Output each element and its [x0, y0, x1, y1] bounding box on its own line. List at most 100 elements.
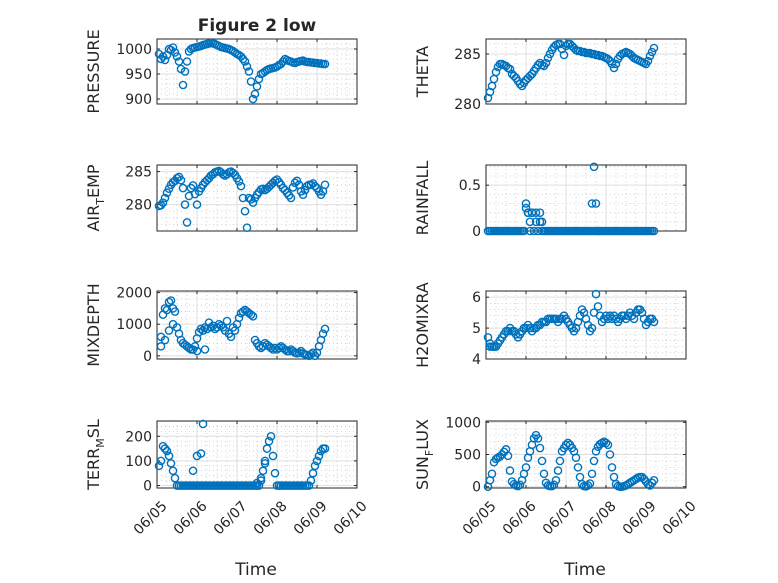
data-point	[533, 60, 543, 70]
data-point	[555, 456, 565, 466]
data-point	[170, 48, 180, 57]
y-tick-label: 500	[454, 448, 481, 464]
data-point	[304, 481, 314, 490]
data-point	[535, 208, 545, 217]
y-tick-label: 6	[472, 290, 481, 306]
data-point	[587, 469, 597, 479]
data-point	[164, 326, 174, 335]
x-tick-label: 06/10	[660, 498, 700, 538]
data-point	[527, 208, 537, 217]
data-point	[573, 463, 583, 472]
data-point	[312, 456, 322, 466]
data-point	[156, 54, 166, 64]
x-tick-label: 06/07	[211, 498, 251, 538]
data-point	[248, 198, 258, 207]
data-point	[535, 443, 545, 453]
data-point	[537, 217, 547, 227]
data-point	[182, 218, 192, 227]
data-point	[603, 440, 613, 450]
y-axis-label: H2OMIXRA	[413, 282, 432, 368]
data-point	[515, 480, 525, 490]
data-point	[318, 329, 328, 338]
data-point	[160, 335, 170, 345]
subplot-sunflux: 0 500 1000 SUNFLUX 06/05 06/06 06/07 06/08 06/09…	[413, 415, 700, 580]
data-point	[605, 450, 615, 459]
y-tick-label: 285	[125, 165, 152, 181]
data-point	[539, 469, 549, 479]
data-point	[489, 342, 499, 351]
subplot-terrmsl: 0 100 200 TERRMSL 06/05 06/06 06/07 06/08 06/09 0…	[84, 419, 371, 580]
y-tick-label: 950	[125, 67, 152, 83]
data-point	[561, 41, 571, 51]
data-point	[591, 446, 601, 456]
x-tick-label: 06/05	[131, 498, 171, 538]
data-point	[188, 466, 198, 476]
data-point	[537, 456, 547, 466]
data-point	[174, 57, 184, 66]
data-point	[266, 431, 276, 441]
x-tick-label: 06/10	[331, 498, 371, 538]
data-point	[238, 54, 248, 64]
data-point	[545, 49, 555, 59]
data-point	[643, 56, 653, 66]
data-point	[543, 53, 553, 63]
data-point	[643, 479, 653, 489]
data-point	[168, 319, 178, 329]
data-point	[260, 456, 270, 466]
data-point	[647, 478, 657, 488]
data-point	[589, 456, 599, 466]
subplot-theta: 280 285 THETA	[413, 38, 687, 113]
data-point	[505, 466, 515, 475]
x-tick-label: 06/06	[500, 498, 540, 538]
data-point	[160, 444, 170, 453]
data-point	[270, 176, 280, 186]
data-point	[601, 438, 611, 448]
data-point	[310, 181, 320, 191]
data-point	[591, 289, 601, 299]
subplot-airtemp: 280 285 AIRTEMP	[84, 164, 358, 232]
x-tick-label: 06/08	[580, 498, 620, 538]
data-point	[306, 349, 316, 359]
data-point	[607, 463, 617, 472]
data-point	[491, 67, 501, 77]
data-point	[168, 43, 178, 52]
data-point	[176, 175, 186, 185]
y-tick-label: 280	[125, 198, 152, 214]
x-tick-label: 06/06	[171, 498, 211, 538]
y-tick-label: 100	[125, 454, 152, 470]
data-point	[310, 461, 320, 471]
x-tick-label: 06/08	[251, 498, 291, 538]
data-point	[154, 461, 164, 471]
y-axis-label: AIRTEMP	[84, 164, 107, 231]
data-point	[649, 475, 659, 485]
data-point	[192, 346, 202, 356]
data-point	[188, 181, 198, 190]
data-point	[268, 345, 278, 354]
y-label-main: PRESSURE	[84, 29, 103, 113]
data-point	[533, 434, 543, 443]
data-point	[593, 226, 603, 236]
data-point	[521, 203, 531, 213]
y-tick-label: 1000	[445, 415, 481, 431]
data-point	[549, 480, 559, 490]
y-axis-label: RAINFALL	[413, 161, 432, 236]
chart-title: Figure 2 low	[198, 16, 317, 36]
y-tick-label: 1000	[116, 42, 152, 58]
data-point	[234, 313, 244, 323]
data-point	[170, 307, 180, 316]
y-tick-label: 200	[125, 429, 152, 445]
y-tick-label: 0	[472, 480, 481, 496]
data-point	[178, 183, 188, 193]
data-point	[587, 323, 597, 333]
y-axis-label: SUNFLUX	[413, 419, 436, 490]
data-point	[266, 343, 276, 353]
x-axis-label: Time	[234, 560, 277, 580]
data-point	[264, 436, 274, 446]
data-point	[234, 177, 244, 186]
y-label-main: MIXDEPTH	[84, 283, 103, 366]
data-point	[192, 200, 202, 209]
y-label-subscript: T	[94, 198, 107, 206]
data-point	[320, 59, 330, 69]
data-point	[242, 223, 252, 232]
